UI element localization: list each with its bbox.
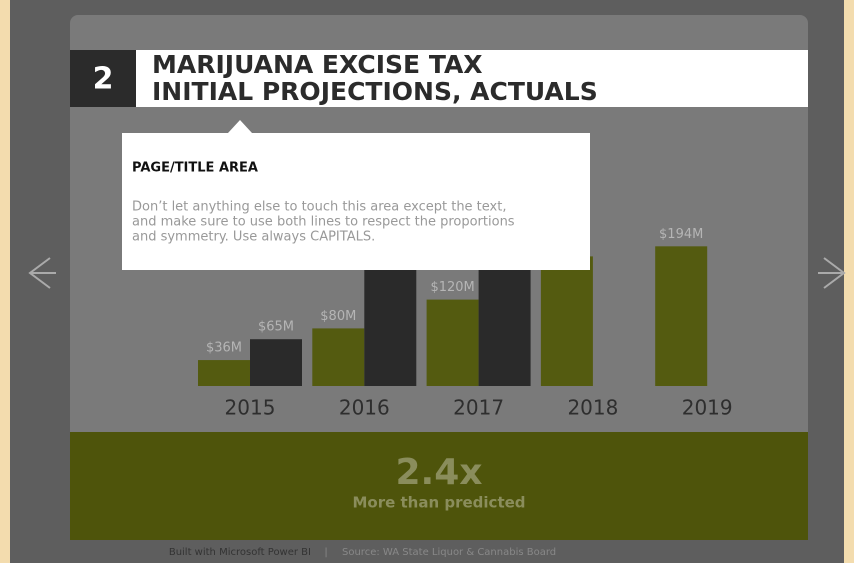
- bar: [426, 299, 479, 386]
- bar: [198, 360, 250, 386]
- title-line: INITIAL PROJECTIONS, ACTUALS: [152, 77, 598, 106]
- title-bar: [70, 50, 808, 107]
- footer-source: Source: WA State Liquor & Cannabis Board: [342, 547, 556, 558]
- value-label: $80M: [320, 309, 356, 324]
- x-tick-label: 2017: [453, 396, 504, 420]
- value-label: $36M: [206, 341, 242, 356]
- prev-arrow[interactable]: [28, 257, 56, 289]
- x-tick-label: 2016: [339, 396, 390, 420]
- tooltip-text: and symmetry. Use always CAPITALS.: [132, 230, 375, 245]
- callout-panel: [70, 432, 808, 540]
- bar-chart: 2015 $36M $65M 2016 $80M 2017 $120M 2018 2019 $19…: [198, 201, 733, 420]
- footer-built: Built with Microsoft Power BI: [169, 547, 311, 558]
- bar: [364, 256, 417, 386]
- bar: [655, 246, 708, 386]
- callout-label: More than predicted: [352, 494, 525, 512]
- x-tick-label: 2018: [567, 396, 618, 420]
- next-arrow[interactable]: [818, 257, 846, 289]
- tooltip: PAGE/TITLE AREA Don’t let anything else …: [122, 120, 590, 270]
- number-box: [70, 50, 136, 107]
- value-label: $194M: [659, 227, 703, 242]
- value-label: $120M: [430, 280, 474, 295]
- title-line: MARIJUANA EXCISE TAX: [152, 50, 483, 79]
- tooltip-text: and make sure to use both lines to respe…: [132, 215, 515, 230]
- x-tick-label: 2019: [682, 396, 733, 420]
- bar: [312, 328, 365, 386]
- x-tick-label: 2015: [225, 396, 276, 420]
- tooltip-box: [122, 120, 590, 270]
- value-label: $65M: [258, 320, 294, 335]
- bar: [540, 256, 593, 386]
- bar: [250, 339, 302, 386]
- callout-value: 2.4x: [396, 452, 483, 493]
- footer-separator: |: [324, 547, 327, 558]
- page-number: 2: [93, 62, 114, 97]
- tooltip-title: PAGE/TITLE AREA: [132, 161, 258, 176]
- tooltip-text: Don’t let anything else to touch this ar…: [132, 200, 506, 215]
